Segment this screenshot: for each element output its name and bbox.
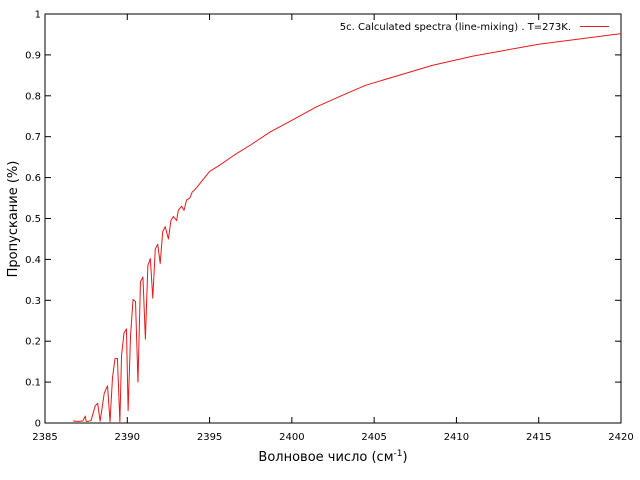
y-tick-label: 1 xyxy=(35,10,41,21)
x-tick-label: 2385 xyxy=(32,432,57,443)
x-tick-label: 2420 xyxy=(608,432,633,443)
legend: 5c. Calculated spectra (line-mixing) . T… xyxy=(340,22,609,33)
plot-frame xyxy=(44,13,622,424)
x-tick-label: 2410 xyxy=(444,432,469,443)
x-tick-label: 2415 xyxy=(526,432,551,443)
y-tick-label: 0 xyxy=(35,419,41,430)
x-axis-label-superscript: -1 xyxy=(394,449,403,459)
y-tick-label: 0.3 xyxy=(25,296,41,307)
y-axis: 0 0.1 0.2 0.3 0.4 0.5 0.6 0.7 0.8 0.9 1 xyxy=(25,10,621,430)
y-axis-label: Пропускание (%) xyxy=(6,161,21,278)
x-axis-label: Волновое число (см-1) xyxy=(258,449,407,465)
y-tick-label: 0.2 xyxy=(25,337,41,348)
x-axis: 2385 2390 2395 2400 2405 2410 2415 2420 xyxy=(32,14,634,443)
x-tick-label: 2390 xyxy=(115,432,140,443)
y-tick-label: 0.6 xyxy=(25,173,41,184)
y-tick-label: 0.4 xyxy=(25,255,41,266)
y-tick-label: 0.1 xyxy=(25,378,41,389)
x-tick-label: 2395 xyxy=(197,432,222,443)
x-tick-label: 2405 xyxy=(361,432,386,443)
y-tick-label: 0.8 xyxy=(25,91,41,102)
y-tick-label: 0.5 xyxy=(25,214,41,225)
legend-label: 5c. Calculated spectra (line-mixing) . T… xyxy=(340,22,571,33)
series-line xyxy=(72,33,622,423)
y-tick-label: 0.9 xyxy=(25,50,41,61)
x-tick-label: 2400 xyxy=(279,432,304,443)
series-layer xyxy=(72,33,622,423)
y-tick-label: 0.7 xyxy=(25,132,41,143)
